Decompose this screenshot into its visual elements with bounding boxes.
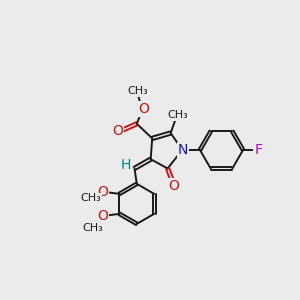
Text: CH₃: CH₃ (127, 86, 148, 96)
Text: CH₃: CH₃ (167, 110, 188, 120)
Text: CH₃: CH₃ (81, 194, 101, 203)
Text: CH₃: CH₃ (82, 223, 103, 233)
Text: O: O (97, 184, 108, 199)
Text: N: N (178, 143, 188, 157)
Text: O: O (112, 124, 123, 139)
Text: H: H (121, 158, 131, 172)
Text: O: O (168, 179, 179, 193)
Text: F: F (254, 143, 262, 157)
Text: O: O (138, 102, 149, 116)
Text: O: O (97, 209, 108, 223)
